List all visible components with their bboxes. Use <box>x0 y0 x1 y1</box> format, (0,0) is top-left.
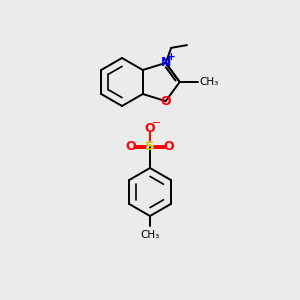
Text: O: O <box>160 94 171 108</box>
Text: O: O <box>145 122 155 134</box>
Text: S: S <box>145 140 155 152</box>
Text: O: O <box>164 140 174 152</box>
Text: CH₃: CH₃ <box>140 230 160 240</box>
Text: CH₃: CH₃ <box>200 77 219 87</box>
Text: −: − <box>152 118 162 128</box>
Text: +: + <box>167 52 176 62</box>
Text: O: O <box>126 140 136 152</box>
Text: N: N <box>160 56 171 69</box>
